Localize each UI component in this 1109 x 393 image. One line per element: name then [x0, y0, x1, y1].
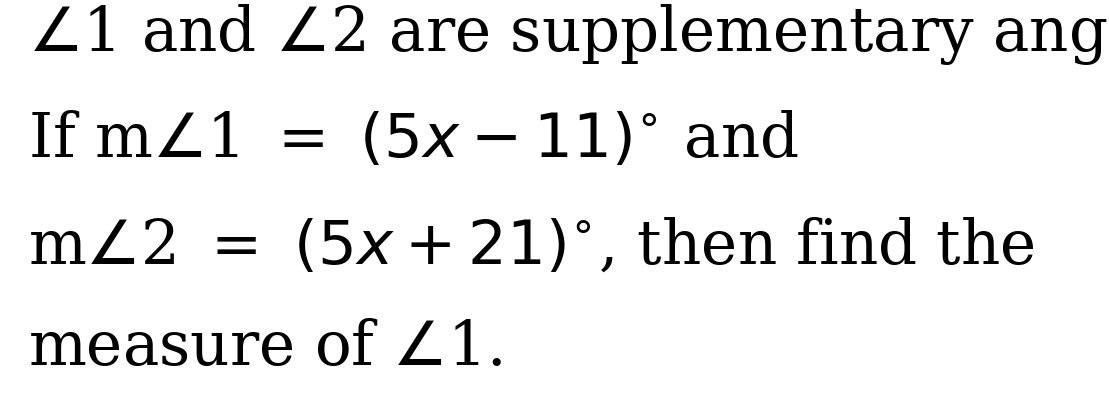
Text: If m$\angle$1 $=$ $(5x - 11)^{\circ}$ and: If m$\angle$1 $=$ $(5x - 11)^{\circ}$ an… — [28, 110, 798, 170]
Text: measure of $\angle$1.: measure of $\angle$1. — [28, 318, 502, 378]
Text: m$\angle$2 $=$ $(5x + 21)^{\circ}$, then find the: m$\angle$2 $=$ $(5x + 21)^{\circ}$, then… — [28, 216, 1035, 276]
Text: $\angle$1 and $\angle$2 are supplementary angles.: $\angle$1 and $\angle$2 are supplementar… — [28, 2, 1109, 67]
